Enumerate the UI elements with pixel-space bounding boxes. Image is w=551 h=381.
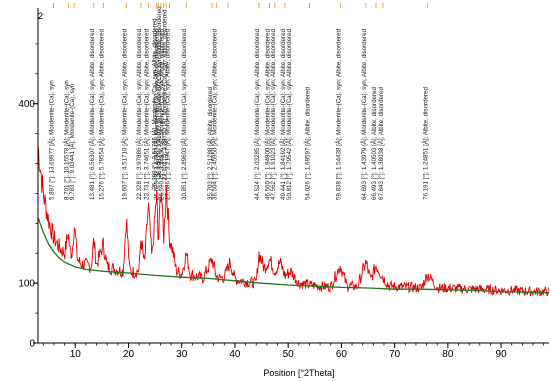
peak-annotation: 5.897 [°]; 13.69977 [Å]; Mordenite-(Ca),… [48, 80, 55, 200]
peak-marker-layer [52, 3, 429, 8]
peak-annotation: 25.623 [°]; 3.47383 [Å]; Mordenite-(Ca),… [153, 28, 160, 200]
peak-annotation: 13.481 [°]; 6.56307 [Å]; Mordenite-(Ca),… [89, 28, 96, 200]
peak-annotation: 19.607 [°]; 4.51710 [Å]; Mordenite-(Ca),… [121, 28, 128, 200]
peak-annotation: 64.693 [°]; 1.43979 [Å]; Mordenite-(Ca),… [361, 28, 368, 200]
x-tick-label: 50 [283, 349, 295, 360]
axis-layer: 10 20 30 40 50 60 70 80 90 0 100 400 [18, 8, 549, 360]
series-line-observed [37, 145, 549, 297]
peak-annotation: 27.102 [°]; 3.28750 [Å]; Mordenite-(Ca),… [161, 9, 168, 181]
peak-annotation: 59.838 [°]; 1.54438 [Å]; Mordenite-(Ca),… [335, 28, 342, 200]
peak-annotation: 36.504 [°]; 2.45950 [Å]; Mordenite-(Ca),… [211, 28, 218, 200]
peak-annotation: 15.276 [°]; 5.79554 [Å]; Mordenite-(Ca),… [98, 28, 105, 200]
peak-annotation: 25.299 [°]; 3.51765 [Å]; Mordenite-(Ca),… [152, 18, 159, 190]
x-tick-label: 70 [389, 349, 401, 360]
peak-annotation: 26.108 [°]; 3.41037 [Å]; Mordenite-(Ca),… [156, 6, 163, 178]
peak-annotation-layer: 5.897 [°]; 13.69977 [Å]; Mordenite-(Ca),… [48, 6, 429, 200]
x-axis-title: Position [°2Theta] [263, 368, 334, 378]
series-layer [37, 145, 550, 297]
peak-annotation: 67.843 [°]; 1.38038 [Å]; Albite, disorde… [378, 87, 385, 200]
series-line-background [37, 217, 550, 294]
peak-annotation: 27.686 [°]; 3.21947 [Å]; Mordenite-(Ca),… [165, 28, 172, 200]
x-tick-label: 90 [496, 349, 508, 360]
peak-annotation: 30.851 [°]; 2.89603 [Å]; Mordenite-(Ca),… [181, 28, 188, 200]
peak-annotation: 23.731 [°]; 3.74651 [Å]; Mordenite-(Ca),… [143, 28, 150, 200]
y-tick-label: 100 [18, 279, 35, 290]
x-tick-label: 40 [229, 349, 241, 360]
x-tick-label: 60 [336, 349, 348, 360]
peak-annotation: 50.812 [°]; 1.79542 [Å]; Mordenite-(Ca),… [286, 28, 293, 200]
peak-annotation: 8.701 [°]; 10.15578 [Å]; Mordenite-(Ca),… [63, 80, 70, 200]
y-tick-label: 0 [29, 339, 35, 350]
peak-annotation: 66.493 [°]; 1.40503 [Å]; Albite, disorde… [371, 87, 378, 200]
peak-annotation: 47.562 [°]; 1.91023 [Å]; Mordenite-(Ca),… [270, 28, 277, 200]
peak-annotation: 54.026 [°]; 1.69597 [Å]; Albite, disorde… [305, 87, 312, 200]
panel-number: 2 [38, 11, 43, 21]
peak-annotation: 49.441 [°]; 1.84192 [Å]; Mordenite-(Ca),… [280, 28, 287, 200]
peak-annotation: 22.328 [°]; 3.97886 [Å]; Mordenite-(Ca),… [136, 28, 143, 200]
peak-annotation: 46.560 [°]; 1.94900 [Å]; Mordenite-(Ca),… [265, 28, 272, 200]
x-tick-label: 30 [176, 349, 188, 360]
x-tick-label: 80 [442, 349, 454, 360]
y-tick-label: 400 [18, 99, 35, 110]
peak-annotation: 26.590 [°]; 3.34956 [Å]; Mordenite-(Ca),… [159, 28, 166, 200]
peak-annotation: 35.703 [°]; 2.51288 [Å]; Albite, disorde… [207, 87, 214, 200]
x-tick-label: 20 [123, 349, 135, 360]
peak-annotation: 9.783 [°]; 9.03441 [Å]; Mordenite-(Ca), … [69, 83, 76, 200]
peak-annotation: 76.191 [°]; 1.24851 [Å]; Albite, disorde… [423, 87, 430, 200]
peak-annotation: 44.524 [°]; 2.03285 [Å]; Mordenite-(Ca),… [254, 28, 261, 200]
x-tick-label: 10 [70, 349, 82, 360]
